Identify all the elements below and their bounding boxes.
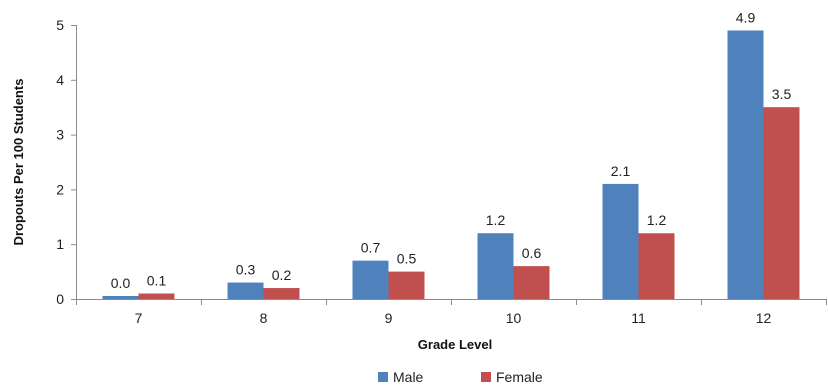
x-tick-label: 11 [631, 310, 646, 326]
data-label: 1.2 [647, 212, 667, 228]
x-tick-label: 7 [135, 310, 143, 326]
data-label: 1.2 [486, 212, 506, 228]
legend-swatch-male [378, 372, 388, 382]
data-label: 0.6 [522, 245, 542, 261]
legend-label-male: Male [393, 369, 424, 385]
y-tick-label: 0 [56, 291, 64, 307]
bar-female-7 [138, 293, 175, 299]
bar-female-12 [763, 107, 800, 299]
bar-male-10 [477, 233, 514, 299]
x-tick-label: 8 [260, 310, 268, 326]
y-tick-label: 1 [56, 236, 64, 252]
data-label: 0.2 [272, 267, 292, 283]
bar-male-9 [352, 260, 389, 299]
data-label: 0.1 [147, 273, 167, 289]
data-label: 4.9 [736, 9, 756, 25]
x-tick-label: 10 [506, 310, 522, 326]
legend: Male Female [378, 369, 543, 385]
bar-female-10 [513, 266, 550, 299]
bar-female-11 [638, 233, 675, 299]
x-tick-label: 9 [385, 310, 393, 326]
y-tick-label: 4 [56, 72, 64, 88]
data-label: 0.0 [111, 275, 131, 291]
bar-female-9 [388, 271, 425, 299]
x-tick-label: 12 [756, 310, 772, 326]
y-axis-title: Dropouts Per 100 Students [11, 79, 26, 246]
legend-label-female: Female [496, 369, 543, 385]
data-label: 0.5 [397, 251, 417, 267]
bar-female-8 [263, 288, 300, 299]
y-tick-label: 2 [56, 181, 64, 197]
x-axis-title: Grade Level [418, 337, 492, 352]
y-tick-label: 5 [56, 17, 64, 33]
bar-male-11 [602, 183, 639, 299]
legend-swatch-female [481, 372, 491, 382]
bar-male-12 [727, 30, 764, 299]
bar-male-7 [102, 296, 139, 299]
bar-male-8 [227, 282, 264, 299]
data-label: 3.5 [772, 86, 792, 102]
data-label: 2.1 [611, 163, 631, 179]
data-label: 0.7 [361, 240, 381, 256]
y-tick-label: 3 [56, 127, 64, 143]
data-label: 0.3 [236, 262, 256, 278]
